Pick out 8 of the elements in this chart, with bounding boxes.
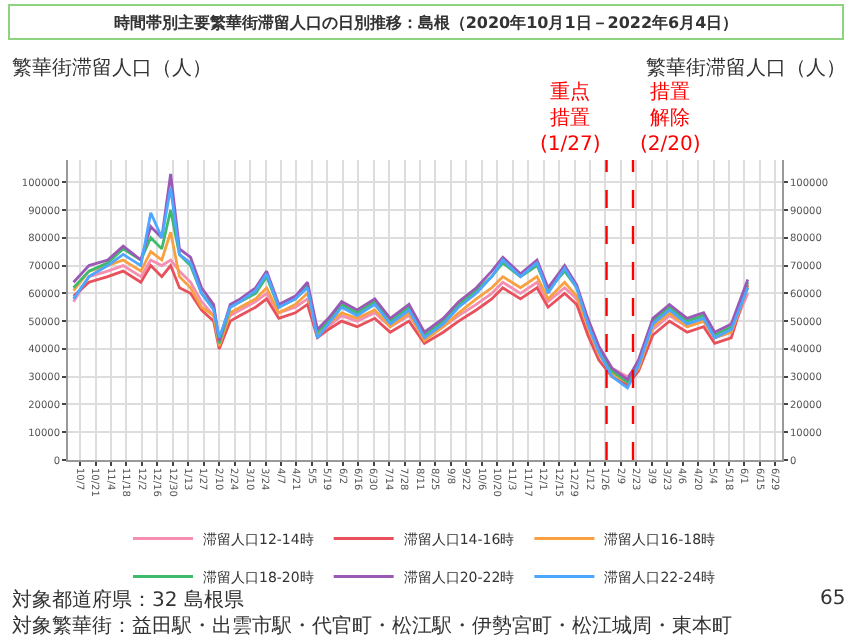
text: 65 — [820, 588, 846, 610]
chart-title: 時間帯別主要繁華街滞留人口の日別推移：島根（2020年10月1日－2022年6月4日） — [113, 12, 739, 32]
text: 対象都道府県：32 島根県 — [12, 588, 244, 612]
text: 対象繁華街：益田駅・出雲市駅・代官町・松江駅・伊勢宮町・松江城周・東本町 — [12, 614, 732, 638]
y2-axis-title: 繁華街滞留人口（人） — [646, 56, 846, 80]
ref-line-label: 重点措置(1/27) — [540, 80, 601, 156]
y-axis-title: 繁華街滞留人口（人） — [12, 56, 212, 80]
ref-line-label: 措置解除(2/20) — [640, 80, 701, 156]
